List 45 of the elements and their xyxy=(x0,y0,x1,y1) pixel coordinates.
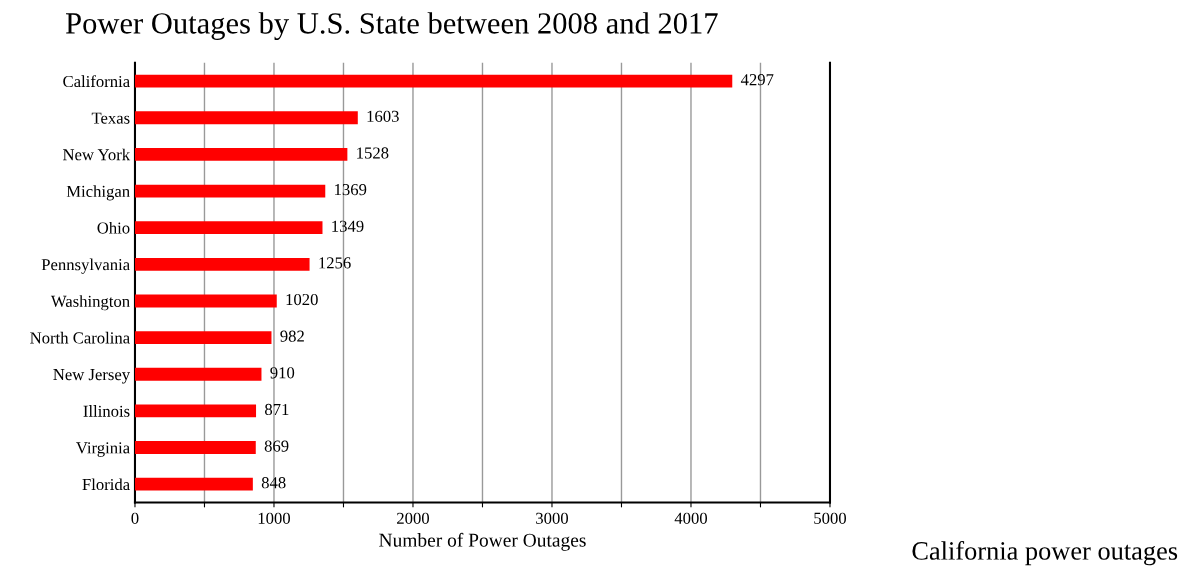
data-label: 1020 xyxy=(286,293,318,306)
data-label: 982 xyxy=(280,330,304,342)
y-tick-label: Illinois xyxy=(83,405,130,417)
y-tick-label: New Jersey xyxy=(53,369,131,384)
bar xyxy=(134,477,253,491)
bar xyxy=(134,257,310,271)
bar xyxy=(134,294,277,308)
x-tick-label: 1000 xyxy=(258,512,291,524)
data-label: 871 xyxy=(265,403,289,416)
x-axis-title: Number of Power Outages xyxy=(379,532,586,551)
y-tick-label: Florida xyxy=(82,478,130,491)
y-tick-label: North Carolina xyxy=(30,331,130,344)
bar xyxy=(134,148,348,161)
data-label: 1369 xyxy=(335,184,367,196)
data-label: 1256 xyxy=(319,257,351,269)
bar xyxy=(134,367,262,381)
chart-title: Power Outages by U.S. State between 2008 and 2017 xyxy=(66,12,718,40)
x-tick-label: 0 xyxy=(131,512,139,524)
bar xyxy=(134,74,733,88)
y-tick-label: Washington xyxy=(50,295,130,311)
y-tick-label: California xyxy=(63,75,130,88)
x-tick-label: 4000 xyxy=(674,512,708,524)
data-label: 1603 xyxy=(367,110,399,122)
x-tick-label: 5000 xyxy=(814,512,847,524)
bar xyxy=(134,111,358,125)
y-tick-label: Michigan xyxy=(66,185,130,201)
data-label: 1528 xyxy=(357,147,389,159)
y-tick-label: New York xyxy=(63,148,131,161)
bar xyxy=(134,184,326,198)
y-tick-label: Pennsylvania xyxy=(41,258,130,274)
data-label: 848 xyxy=(261,477,286,489)
data-label: 4297 xyxy=(740,74,774,86)
data-label: 1349 xyxy=(332,220,364,232)
data-label: 869 xyxy=(264,440,289,452)
y-tick-label: Virginia xyxy=(76,442,130,457)
x-tick-label: 2000 xyxy=(397,512,430,524)
x-tick-label: 3000 xyxy=(536,512,569,524)
bar xyxy=(134,404,257,418)
text: California power outages xyxy=(912,541,1178,566)
y-tick-label: Texas xyxy=(91,112,130,124)
bar xyxy=(134,441,256,454)
bar xyxy=(134,221,323,235)
data-label: 910 xyxy=(270,367,295,379)
bar xyxy=(134,331,272,345)
y-tick-label: Ohio xyxy=(97,221,130,234)
